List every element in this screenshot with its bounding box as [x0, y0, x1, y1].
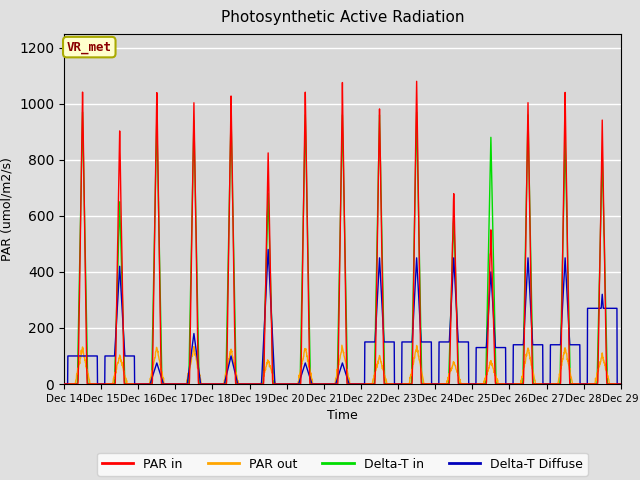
Title: Photosynthetic Active Radiation: Photosynthetic Active Radiation	[221, 11, 464, 25]
Y-axis label: PAR (umol/m2/s): PAR (umol/m2/s)	[1, 157, 13, 261]
Text: VR_met: VR_met	[67, 41, 112, 54]
Legend: PAR in, PAR out, Delta-T in, Delta-T Diffuse: PAR in, PAR out, Delta-T in, Delta-T Dif…	[97, 453, 588, 476]
X-axis label: Time: Time	[327, 409, 358, 422]
